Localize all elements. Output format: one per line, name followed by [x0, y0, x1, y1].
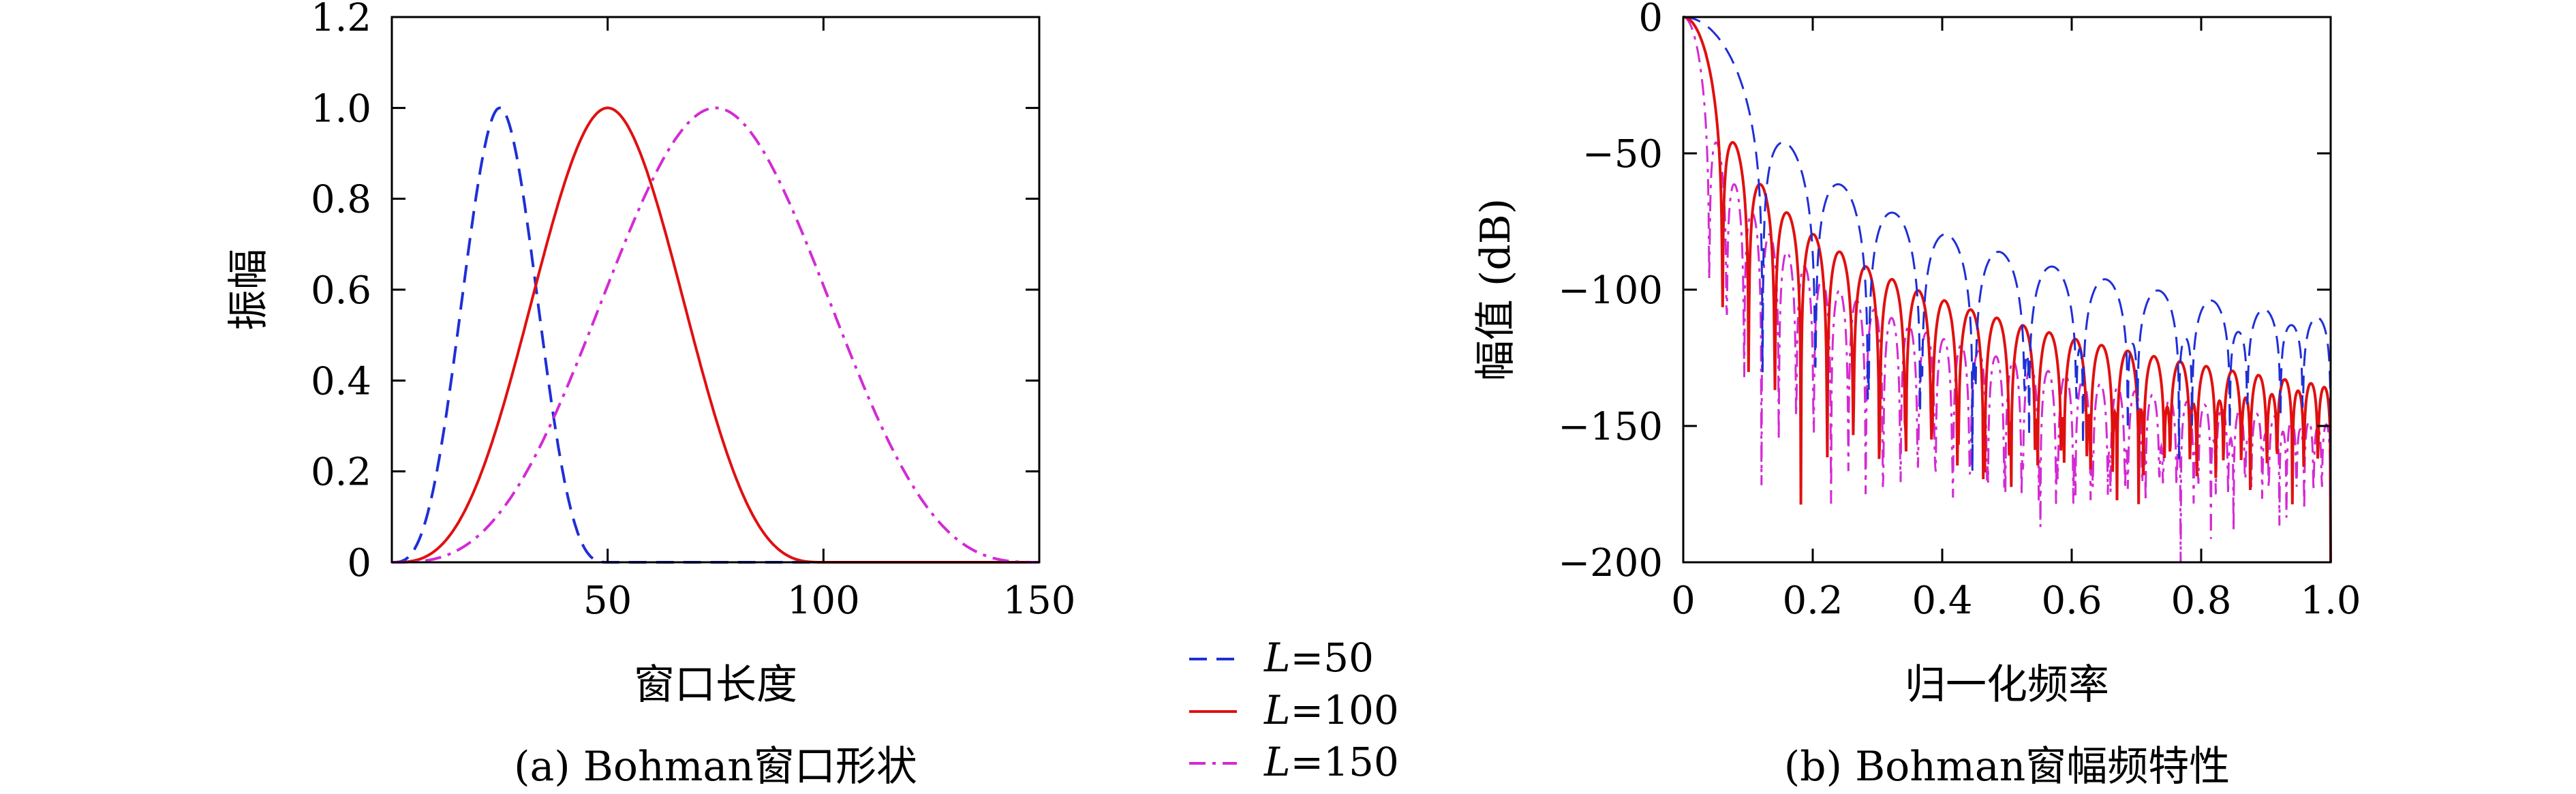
panel-b-caption: (b) Bohman窗幅频特性: [1784, 743, 2230, 791]
panel-a-series-line-2: [392, 106, 1039, 564]
panel-b-ytick-label: −50: [1582, 132, 1663, 177]
panel-b-curves: [1683, 16, 2332, 563]
panel-a-series-line-0: [392, 106, 1039, 564]
panel-b-ytick-label: 0: [1638, 0, 1663, 40]
panel-b-xlabel: 归一化频率: [1905, 661, 2109, 709]
panel-b-ytick-label: −150: [1558, 405, 1663, 449]
panel-a-ytick-label: 0.4: [311, 359, 371, 403]
panel-b-series-line-1: [1683, 16, 2332, 563]
panel-b-ytick-label: −200: [1558, 541, 1663, 585]
panel-a-window-shape: 50 100 150 0 0.2 0.4 0.6 0.8 1.0 1.2 振幅 窗口长度 (a) …: [225, 0, 1075, 791]
legend-label-2: L=150: [1263, 739, 1399, 785]
panel-a-ytick-label: 0: [347, 541, 371, 585]
panel-a-ticks: 50 100 150 0 0.2 0.4 0.6 0.8 1.0 1.2: [311, 0, 1076, 623]
panel-b-xtick-label: 0.6: [2041, 579, 2102, 623]
panel-b-xtick-label: 0.4: [1912, 579, 1972, 623]
panel-a-series-line-1: [392, 106, 1039, 564]
panel-b-xtick-label: 0.8: [2171, 579, 2231, 623]
legend-label-0: L=50: [1263, 635, 1374, 681]
panel-b-series-line-0: [1683, 16, 2332, 563]
panel-a-ytick-label: 0.2: [311, 451, 371, 495]
panel-a-xtick-label: 150: [1003, 579, 1076, 623]
panel-b-xtick-label: 0: [1671, 579, 1696, 623]
panel-b-ytick-label: −100: [1558, 269, 1663, 313]
panel-a-plot-frame: [390, 16, 1041, 564]
panel-a-ytick-label: 1.2: [311, 0, 371, 40]
panel-a-xlabel: 窗口长度: [634, 661, 797, 709]
panel-a-ytick-label: 1.0: [311, 87, 371, 131]
panel-a-curves: [392, 106, 1039, 564]
panel-b-magnitude-response: 0 0.2 0.4 0.6 0.8 1.0 0 −50 −100 −150 −200 幅值 (dB)…: [1472, 0, 2361, 791]
panel-b-xtick-label: 1.0: [2300, 579, 2361, 623]
panel-b-series-line-2: [1683, 16, 2332, 563]
legend: L=50 L=100 L=150: [1189, 635, 1399, 785]
panel-a-caption: (a) Bohman窗口形状: [514, 743, 917, 791]
panel-b-ylabel: 幅值 (dB): [1472, 198, 1520, 381]
panel-a-ylabel: 振幅: [225, 249, 273, 331]
panel-a-xtick-label: 50: [583, 579, 632, 623]
panel-a-ytick-label: 0.6: [311, 269, 371, 313]
panel-b-ticks: 0 0.2 0.4 0.6 0.8 1.0 0 −50 −100 −150 −200: [1558, 0, 2361, 623]
panel-a-xtick-label: 100: [787, 579, 860, 623]
panel-a-ytick-label: 0.8: [311, 178, 371, 222]
legend-label-1: L=100: [1263, 687, 1399, 733]
panel-b-xtick-label: 0.2: [1782, 579, 1843, 623]
